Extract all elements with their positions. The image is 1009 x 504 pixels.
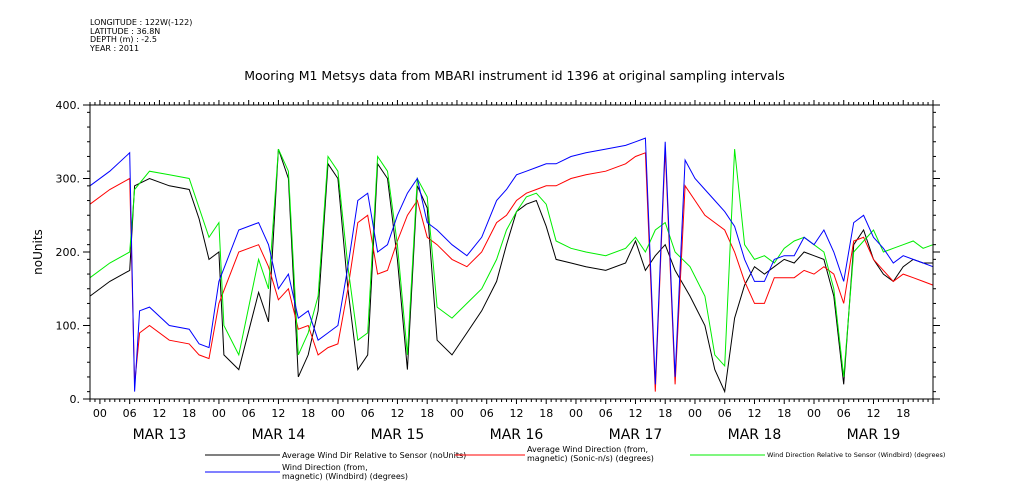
x-hour-label: 18: [658, 407, 672, 420]
x-hour-label: 00: [807, 407, 821, 420]
meta-depth: DEPTH (m) : -2.5: [90, 35, 157, 44]
x-hour-label: 12: [152, 407, 166, 420]
x-hour-label: 12: [390, 407, 404, 420]
legend-label-2: Average Wind Direction (from,: [527, 445, 648, 454]
y-tick-label: 100.: [56, 320, 81, 333]
series-line-4: [89, 137, 934, 392]
y-tick-label: 300.: [56, 173, 81, 186]
y-axis-label: noUnits: [31, 229, 45, 275]
series-line-1: [89, 148, 933, 394]
x-hour-label: 00: [688, 407, 702, 420]
x-hour-label: 12: [509, 407, 523, 420]
legend: Average Wind Dir Relative to Sensor (noU…: [205, 445, 945, 481]
x-hour-label: 18: [182, 407, 196, 420]
x-hour-label: 06: [123, 407, 137, 420]
series-line-2: [89, 149, 934, 392]
x-hour-label: 18: [301, 407, 315, 420]
x-hour-label: 12: [628, 407, 642, 420]
x-hour-label: 00: [450, 407, 464, 420]
x-day-label: MAR 13: [133, 427, 187, 443]
legend-label-3: Wind Direction Relative to Sensor (Windb…: [767, 451, 945, 459]
x-hour-label: 18: [896, 407, 910, 420]
legend-label-2: magnetic) (Sonic-n/s) (degrees): [527, 454, 654, 463]
x-hour-label: 12: [271, 407, 285, 420]
series-layer: [89, 137, 934, 394]
x-hour-label: 12: [866, 407, 880, 420]
meta-latitude: LATITUDE : 36.8N: [90, 26, 161, 36]
plot-frame: [89, 104, 934, 400]
x-day-label: MAR 17: [609, 427, 663, 443]
x-day-label: MAR 15: [371, 427, 425, 443]
x-day-label: MAR 19: [847, 427, 901, 443]
legend-label-4: magnetic) (Windbird) (degrees): [282, 472, 408, 481]
x-hour-label: 18: [777, 407, 791, 420]
x-hour-label: 18: [420, 407, 434, 420]
meta-year: YEAR : 2011: [90, 43, 140, 53]
x-day-label: MAR 16: [490, 427, 544, 443]
x-hour-label: 00: [569, 407, 583, 420]
series-line-3: [89, 148, 934, 377]
x-hour-label: 00: [331, 407, 345, 420]
x-hour-label: 00: [212, 407, 226, 420]
x-day-label: MAR 14: [252, 427, 306, 443]
legend-label-4: Wind Direction (from,: [282, 463, 368, 472]
x-hour-label: 06: [718, 407, 732, 420]
x-hour-label: 12: [747, 407, 761, 420]
x-hour-label: 00: [93, 407, 107, 420]
x-hour-label: 18: [539, 407, 553, 420]
x-hour-label: 06: [242, 407, 256, 420]
chart-title: Mooring M1 Metsys data from MBARI instru…: [244, 68, 785, 83]
y-tick-label: 0.: [70, 393, 81, 406]
x-hour-label: 06: [480, 407, 494, 420]
meta-longitude: LONGITUDE : 122W(-122): [90, 18, 193, 27]
y-tick-label: 200.: [56, 246, 81, 259]
axis-layer: 0. 100. 200. 300. 400. 00 06 12 18 00 06 12 18 00 06 12…: [56, 99, 940, 443]
x-day-label: MAR 18: [728, 427, 782, 443]
metadata-block: LONGITUDE : 122W(-122) LATITUDE : 36.8N …: [90, 18, 193, 53]
x-hour-label: 06: [837, 407, 851, 420]
x-hour-label: 06: [361, 407, 375, 420]
y-tick-label: 400.: [56, 99, 81, 112]
x-hour-label: 06: [599, 407, 613, 420]
legend-label-1: Average Wind Dir Relative to Sensor (noU…: [282, 451, 466, 460]
